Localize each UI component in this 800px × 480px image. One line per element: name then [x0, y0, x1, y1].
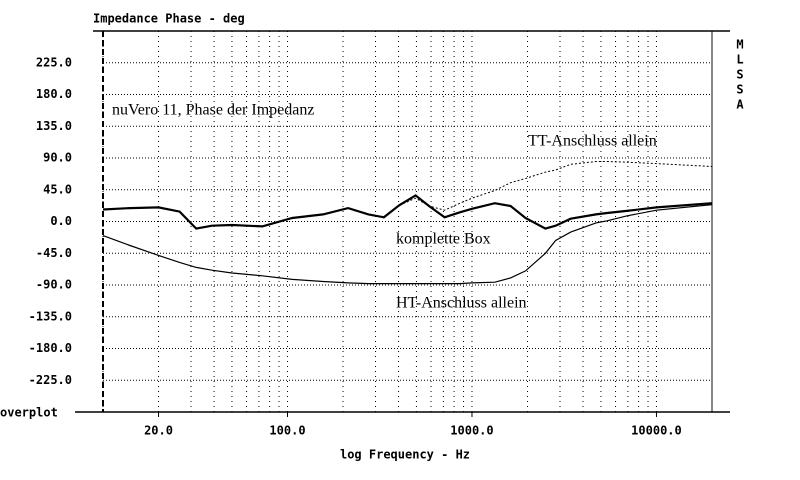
series-label: komplette Box [396, 231, 491, 248]
side-label: S [736, 68, 743, 82]
y-tick-label: 135.0 [36, 119, 72, 133]
x-tick-label: 100.0 [269, 424, 305, 438]
x-axis-label: log Frequency - Hz [340, 448, 470, 462]
x-tick-label: 10000.0 [631, 424, 682, 438]
series-line [102, 194, 713, 230]
side-label: S [736, 83, 743, 97]
chart-title: Impedance Phase - deg [93, 12, 245, 26]
y-tick-label: 180.0 [36, 87, 72, 101]
y-tick-label: -135.0 [29, 309, 72, 323]
series-label: HT-Anschluss allein [396, 295, 527, 312]
side-label: M [736, 38, 743, 52]
subtitle: nuVero 11, Phase der Impedanz [112, 102, 314, 119]
y-tick-label: 0.0 [50, 214, 72, 228]
series-label: TT-Anschluss allein [528, 133, 657, 150]
side-label: A [736, 98, 744, 112]
x-tick-label: 1000.0 [450, 424, 493, 438]
series-line [102, 161, 713, 230]
y-tick-label: -90.0 [36, 278, 72, 292]
y-tick-label: 90.0 [43, 151, 72, 165]
corner-label: overplot [0, 406, 58, 420]
y-tick-label: -225.0 [29, 373, 72, 387]
y-tick-label: -180.0 [29, 341, 72, 355]
y-tick-label: 225.0 [36, 55, 72, 69]
y-tick-label: 45.0 [43, 182, 72, 196]
side-label: L [736, 53, 743, 67]
y-tick-label: -45.0 [36, 246, 72, 260]
x-tick-label: 20.0 [144, 424, 173, 438]
series-line [102, 204, 713, 285]
